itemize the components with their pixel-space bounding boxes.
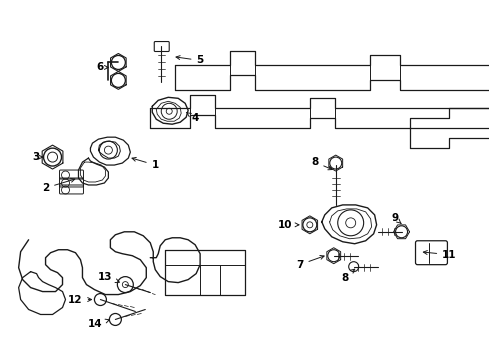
Text: 4: 4 <box>186 112 199 123</box>
Text: 1: 1 <box>132 157 159 170</box>
Text: 10: 10 <box>278 220 299 230</box>
Text: 11: 11 <box>423 250 457 260</box>
Text: 7: 7 <box>296 256 324 270</box>
Text: 6: 6 <box>97 62 108 72</box>
Text: 5: 5 <box>176 55 204 66</box>
Text: 8: 8 <box>341 269 355 283</box>
Text: 2: 2 <box>42 179 75 193</box>
Text: 14: 14 <box>88 319 109 329</box>
Text: 12: 12 <box>68 294 92 305</box>
Text: 3: 3 <box>32 152 43 162</box>
Text: 9: 9 <box>391 213 401 224</box>
Text: 13: 13 <box>98 272 120 283</box>
Text: 8: 8 <box>311 157 332 170</box>
